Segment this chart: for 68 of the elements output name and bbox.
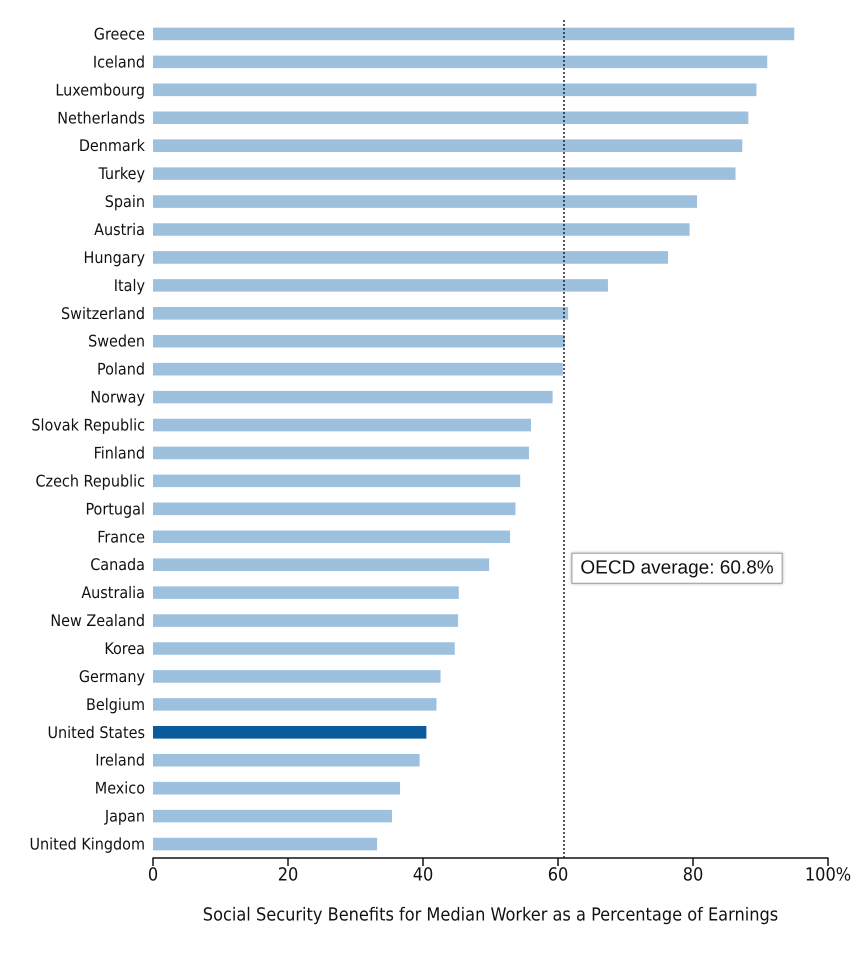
bar	[153, 111, 748, 124]
y-tick-label: Spain	[104, 192, 145, 212]
bar	[153, 307, 568, 320]
y-tick-label: Australia	[81, 583, 145, 602]
bar	[153, 28, 794, 40]
x-axis-title: Social Security Benefits for Median Worker as a Percentage of Earnings	[202, 904, 778, 926]
y-tick-label: Netherlands	[57, 108, 145, 128]
bar	[153, 418, 531, 432]
x-tick-label: 40	[412, 864, 434, 886]
y-tick-label: France	[97, 527, 146, 546]
bar	[153, 474, 520, 488]
bar	[153, 195, 698, 208]
y-tick-label: Iceland	[92, 52, 145, 72]
bar	[153, 586, 459, 599]
y-tick-label: Luxembourg	[55, 80, 145, 100]
bar	[153, 670, 441, 683]
bar	[153, 56, 768, 68]
bar	[153, 726, 426, 739]
y-tick-label: Turkey	[97, 164, 146, 184]
y-tick-label: Switzerland	[61, 304, 145, 323]
y-tick-label: Ireland	[95, 750, 145, 770]
bar	[153, 530, 510, 544]
y-tick-label: Poland	[97, 360, 145, 379]
y-tick-label: Japan	[104, 806, 145, 826]
x-tick-label: 20	[278, 864, 298, 886]
y-tick-label: Italy	[114, 276, 146, 295]
bar	[153, 279, 608, 292]
y-tick-label: Mexico	[94, 778, 146, 798]
bar	[153, 810, 392, 822]
bar	[153, 223, 690, 236]
bar	[153, 838, 378, 850]
y-tick-label: Belgium	[86, 694, 145, 714]
y-tick-label: Finland	[94, 443, 145, 462]
x-tick-label: 80	[682, 864, 704, 886]
bar	[153, 362, 563, 376]
y-tick-label: Slovak Republic	[31, 416, 146, 435]
y-tick-label: United Kingdom	[29, 834, 145, 854]
bar	[153, 139, 742, 152]
y-tick-label: Norway	[90, 388, 146, 407]
x-tick-label: 60	[548, 864, 568, 886]
y-tick-label: Germany	[78, 666, 146, 686]
y-tick-label: Czech Republic	[35, 471, 146, 490]
bar	[153, 642, 455, 655]
bar	[153, 614, 458, 627]
bar	[153, 390, 553, 404]
y-tick-label: Canada	[90, 555, 145, 574]
bar	[153, 502, 516, 516]
bar	[153, 167, 736, 180]
bar	[153, 698, 436, 711]
bar	[153, 251, 668, 264]
bar	[153, 84, 756, 96]
ref-line-label: OECD average: 60.8%	[580, 558, 774, 579]
y-tick-label: Denmark	[78, 136, 146, 156]
y-tick-label: New Zealand	[50, 611, 145, 630]
y-tick-label: Austria	[94, 220, 145, 239]
bar	[153, 558, 490, 571]
bar	[153, 446, 529, 460]
y-tick-label: United States	[48, 722, 145, 742]
x-tick-label: 100%	[804, 864, 852, 886]
y-tick-label: Korea	[104, 639, 145, 658]
x-tick-label: 0	[148, 864, 158, 886]
y-tick-label: Hungary	[84, 248, 146, 267]
y-tick-label: Greece	[94, 24, 146, 44]
y-tick-label: Sweden	[88, 332, 145, 351]
bar	[153, 334, 565, 348]
bar	[153, 754, 420, 767]
y-tick-label: Portugal	[85, 499, 145, 518]
bar	[153, 782, 400, 794]
